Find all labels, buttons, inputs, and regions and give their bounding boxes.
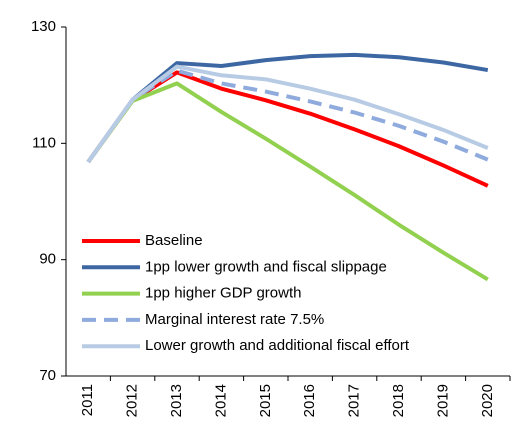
y-tick-label: 70 — [39, 367, 56, 384]
x-tick-label: 2011 — [79, 384, 96, 416]
x-tick-label: 2015 — [257, 384, 274, 417]
series-line — [86, 64, 489, 164]
series-line — [86, 70, 489, 188]
legend-label: Baseline — [145, 232, 203, 249]
series-line — [86, 68, 489, 164]
x-tick-label: 2016 — [301, 384, 318, 417]
x-tick-label: 2020 — [479, 384, 496, 417]
y-tick-label: 90 — [39, 251, 56, 268]
series-line — [86, 81, 489, 282]
x-tick-label: 2014 — [212, 384, 229, 417]
y-tick-label: 130 — [31, 18, 56, 35]
legend-label: 1pp lower growth and fiscal slippage — [145, 258, 387, 275]
x-tick-label: 2012 — [124, 384, 141, 417]
legend-label: Lower growth and additional fiscal effor… — [145, 337, 410, 354]
x-tick-label: 2017 — [346, 384, 363, 417]
y-tick-label: 110 — [32, 134, 56, 151]
legend-label: Marginal interest rate 7.5% — [145, 311, 324, 328]
x-tick-label: 2013 — [168, 384, 185, 417]
x-tick-label: 2018 — [390, 384, 407, 417]
legend-label: 1pp higher GDP growth — [145, 285, 301, 302]
x-tick-label: 2019 — [434, 384, 451, 417]
